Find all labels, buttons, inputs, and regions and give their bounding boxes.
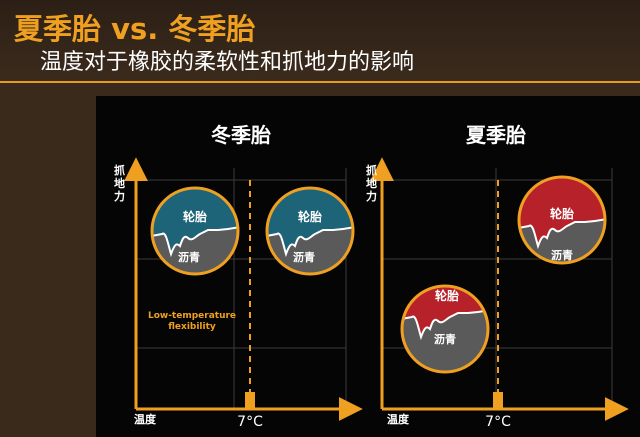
summer-y-axis-label: 抓地力 bbox=[366, 163, 377, 203]
comparison-diagram: 冬季胎 抓地力 温度 7°C Low-temperature flexibilit… bbox=[114, 123, 629, 430]
road-label: 沥青 bbox=[293, 250, 315, 264]
tire-label: 轮胎 bbox=[435, 288, 459, 303]
summer-chart: 夏季胎 抓地力 温度 7°C bbox=[366, 123, 629, 430]
winter-chart: 冬季胎 抓地力 温度 7°C Low-temperature flexibilit… bbox=[114, 123, 363, 430]
tire-label: 轮胎 bbox=[550, 206, 574, 221]
winter-threshold-label: 7°C bbox=[237, 414, 263, 430]
winter-tire-circle-high-temp: 轮胎 沥青 bbox=[265, 186, 355, 276]
summer-tire-circle-high-temp: 轮胎 沥青 bbox=[517, 175, 607, 265]
tire-label: 轮胎 bbox=[298, 209, 322, 224]
winter-x-axis-label: 温度 bbox=[134, 412, 157, 426]
summer-threshold-label: 7°C bbox=[485, 414, 511, 430]
summer-threshold-marker bbox=[493, 392, 503, 408]
road-label: 沥青 bbox=[551, 248, 573, 262]
summer-x-axis-label: 温度 bbox=[387, 412, 410, 426]
page-subtitle: 温度对于橡胶的柔软性和抓地力的影响 bbox=[40, 50, 415, 75]
header-divider bbox=[0, 81, 640, 83]
header: 夏季胎 vs. 冬季胎 温度对于橡胶的柔软性和抓地力的影响 bbox=[0, 0, 640, 82]
winter-y-axis-label: 抓地力 bbox=[114, 163, 125, 203]
summer-chart-title: 夏季胎 bbox=[466, 123, 526, 147]
summer-tire-circle-low-temp: 轮胎 沥青 bbox=[400, 284, 490, 374]
winter-annotation: Low-temperature flexibility bbox=[148, 311, 236, 332]
tire-label: 轮胎 bbox=[183, 209, 207, 224]
road-label: 沥青 bbox=[178, 250, 200, 264]
road-label: 沥青 bbox=[434, 332, 456, 346]
winter-tire-circle-low-temp: 轮胎 沥青 bbox=[150, 186, 240, 276]
comparison-panel: 冬季胎 抓地力 温度 7°C Low-temperature flexibilit… bbox=[96, 96, 640, 437]
page-title: 夏季胎 vs. 冬季胎 bbox=[14, 12, 256, 46]
winter-threshold-marker bbox=[245, 392, 255, 408]
winter-chart-title: 冬季胎 bbox=[211, 123, 271, 147]
